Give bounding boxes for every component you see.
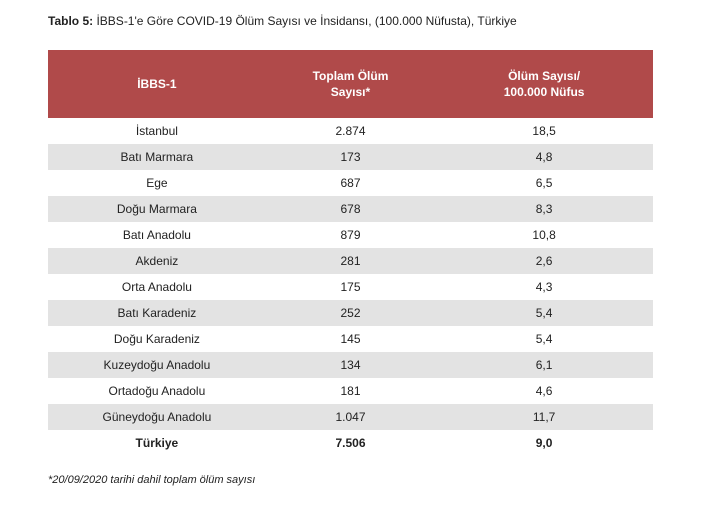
table-cell: Batı Anadolu (48, 222, 266, 248)
table-row: Doğu Marmara6788,3 (48, 196, 653, 222)
table-row: Ege6876,5 (48, 170, 653, 196)
table-total-cell: 9,0 (435, 430, 653, 456)
table-cell: 5,4 (435, 326, 653, 352)
table-cell: 181 (266, 378, 435, 404)
table-cell: 2.874 (266, 118, 435, 144)
table-row: Doğu Karadeniz1455,4 (48, 326, 653, 352)
table-cell: Kuzeydoğu Anadolu (48, 352, 266, 378)
table-cell: 173 (266, 144, 435, 170)
table-title-text: İBBS-1'e Göre COVID-19 Ölüm Sayısı ve İn… (96, 14, 516, 28)
table-row: Kuzeydoğu Anadolu1346,1 (48, 352, 653, 378)
table-cell: 687 (266, 170, 435, 196)
table-row: Batı Anadolu87910,8 (48, 222, 653, 248)
table-row: Ortadoğu Anadolu1814,6 (48, 378, 653, 404)
table-cell: 5,4 (435, 300, 653, 326)
table-cell: 175 (266, 274, 435, 300)
col-header-incidence: Ölüm Sayısı/ 100.000 Nüfus (435, 50, 653, 118)
table-row: Akdeniz2812,6 (48, 248, 653, 274)
table-row: Orta Anadolu1754,3 (48, 274, 653, 300)
table-cell: Orta Anadolu (48, 274, 266, 300)
table-cell: 134 (266, 352, 435, 378)
table-cell: Doğu Karadeniz (48, 326, 266, 352)
table-cell: 879 (266, 222, 435, 248)
table-cell: Batı Karadeniz (48, 300, 266, 326)
table-cell: Güneydoğu Anadolu (48, 404, 266, 430)
table-cell: 4,6 (435, 378, 653, 404)
table-cell: Ege (48, 170, 266, 196)
table-cell: 2,6 (435, 248, 653, 274)
table-header: İBBS-1 Toplam Ölüm Sayısı* Ölüm Sayısı/ … (48, 50, 653, 118)
table-title-label: Tablo 5: (48, 14, 93, 28)
col-header-total-deaths: Toplam Ölüm Sayısı* (266, 50, 435, 118)
table-cell: 252 (266, 300, 435, 326)
table-cell: 1.047 (266, 404, 435, 430)
table-cell: Akdeniz (48, 248, 266, 274)
table-cell: 678 (266, 196, 435, 222)
table-cell: 18,5 (435, 118, 653, 144)
table-cell: Batı Marmara (48, 144, 266, 170)
table-row: Batı Marmara1734,8 (48, 144, 653, 170)
table-cell: 6,5 (435, 170, 653, 196)
page: Tablo 5: İBBS-1'e Göre COVID-19 Ölüm Say… (0, 0, 701, 506)
table-cell: 6,1 (435, 352, 653, 378)
table-cell: 11,7 (435, 404, 653, 430)
table-cell: 281 (266, 248, 435, 274)
table-total-row: Türkiye7.5069,0 (48, 430, 653, 456)
table-cell: İstanbul (48, 118, 266, 144)
table-cell: 8,3 (435, 196, 653, 222)
col-header-region: İBBS-1 (48, 50, 266, 118)
table-cell: Doğu Marmara (48, 196, 266, 222)
table-cell: 10,8 (435, 222, 653, 248)
footnote: *20/09/2020 tarihi dahil toplam ölüm say… (48, 474, 653, 486)
table-row: Batı Karadeniz2525,4 (48, 300, 653, 326)
table-cell: Ortadoğu Anadolu (48, 378, 266, 404)
table-title: Tablo 5: İBBS-1'e Göre COVID-19 Ölüm Say… (48, 14, 653, 28)
table-row: İstanbul2.87418,5 (48, 118, 653, 144)
table-cell: 145 (266, 326, 435, 352)
data-table: İBBS-1 Toplam Ölüm Sayısı* Ölüm Sayısı/ … (48, 50, 653, 456)
table-total-cell: 7.506 (266, 430, 435, 456)
table-cell: 4,3 (435, 274, 653, 300)
table-body: İstanbul2.87418,5Batı Marmara1734,8Ege68… (48, 118, 653, 456)
table-cell: 4,8 (435, 144, 653, 170)
table-row: Güneydoğu Anadolu1.04711,7 (48, 404, 653, 430)
table-total-cell: Türkiye (48, 430, 266, 456)
